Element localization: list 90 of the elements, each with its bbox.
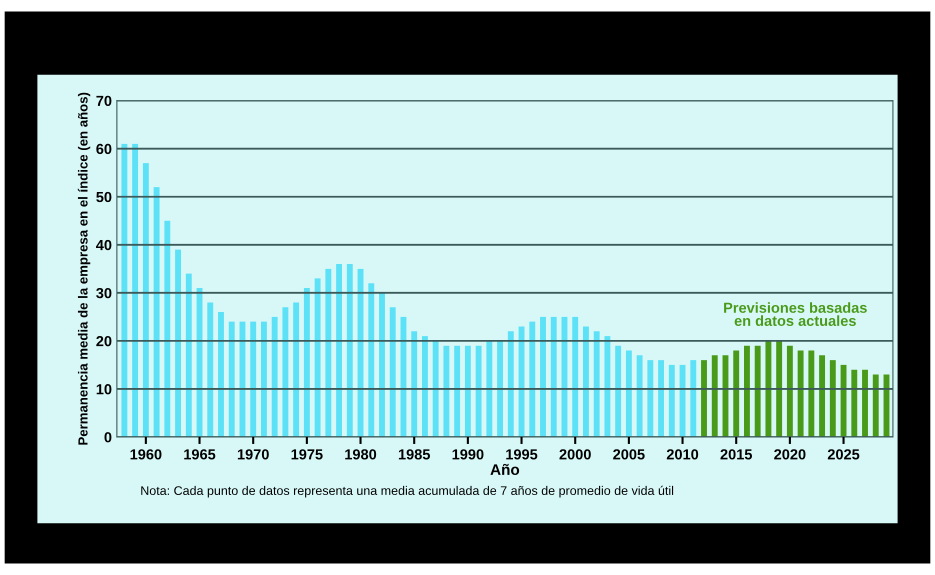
y-axis-title: Permanencia media de la empresa en el índice (en años) (78, 92, 90, 445)
y-tick-label: 10 (96, 384, 112, 394)
bar (647, 360, 654, 437)
y-tick-label: 70 (96, 96, 112, 106)
bar (615, 346, 622, 437)
x-tick-label: 2020 (774, 449, 806, 460)
bar (325, 268, 332, 437)
bar (196, 288, 202, 437)
bar (164, 220, 170, 437)
bar (250, 322, 256, 437)
bar (722, 355, 728, 437)
bar (186, 274, 192, 437)
x-tick-label: 2010 (666, 449, 698, 460)
bar (808, 350, 814, 437)
x-tick-label: 1980 (345, 449, 376, 460)
bar (121, 144, 128, 437)
bar (786, 346, 793, 437)
bar (464, 346, 471, 437)
bar (454, 346, 460, 437)
bar (293, 302, 300, 437)
y-tick-label: 20 (96, 336, 112, 346)
bar (508, 331, 514, 437)
bar (346, 264, 353, 437)
bar (798, 350, 804, 437)
bar (476, 346, 482, 437)
bar (272, 316, 278, 437)
bar (712, 355, 718, 437)
bar (422, 336, 428, 437)
bar (336, 264, 342, 437)
bar (604, 336, 610, 437)
bar (304, 288, 310, 437)
y-tick-label: 60 (96, 144, 112, 154)
bar (260, 322, 267, 437)
bar (314, 278, 321, 437)
bar (379, 292, 385, 437)
bar (175, 250, 182, 437)
bar (701, 360, 707, 437)
bar (540, 316, 546, 437)
bar (862, 370, 868, 437)
bar (636, 355, 643, 437)
bar (680, 364, 686, 437)
bar (562, 316, 568, 437)
y-tick-label: 0 (104, 432, 112, 442)
x-tick-label: 2005 (613, 449, 645, 460)
y-tick-label: 30 (96, 288, 112, 298)
y-tick-label: 40 (96, 240, 112, 250)
bar (765, 340, 772, 437)
x-tick-label: 1965 (184, 449, 216, 460)
bar (400, 316, 406, 437)
bar (830, 360, 836, 437)
bar (497, 340, 504, 437)
x-tick-label: 1985 (398, 449, 430, 460)
bar (744, 346, 750, 437)
x-tick-label: 2000 (559, 449, 591, 460)
bar (884, 374, 890, 437)
bar (240, 322, 246, 437)
bar (411, 331, 418, 437)
bar (132, 144, 138, 437)
bar (486, 340, 492, 437)
bar (142, 163, 149, 437)
bar (776, 340, 782, 437)
bar (754, 346, 761, 437)
bar (626, 350, 632, 437)
bar (432, 340, 439, 437)
series-label: Previsiones basadas en datos actuales (724, 302, 867, 326)
bar (358, 268, 364, 437)
x-tick-label: 1960 (130, 449, 162, 460)
bar (207, 302, 214, 437)
x-tick-label: 1975 (292, 449, 323, 460)
y-tick-label: 50 (96, 192, 112, 202)
x-tick-label: 1995 (506, 449, 538, 460)
bar (518, 326, 524, 437)
bar (733, 350, 740, 437)
bar (690, 360, 696, 437)
x-tick-label: 1970 (238, 449, 269, 460)
bar (154, 187, 160, 437)
bar (218, 312, 224, 437)
x-tick-label: 2015 (720, 449, 752, 460)
bar (840, 364, 846, 437)
text: Nota: Cada punto de datos representa una media acumulada de 7 años de promedio de vida útil (141, 486, 674, 498)
bar (443, 346, 450, 437)
bar (668, 364, 675, 437)
bar (658, 360, 664, 437)
bar (594, 331, 600, 437)
bar (282, 307, 288, 437)
x-tick-label: 1990 (452, 449, 484, 460)
bar (819, 355, 826, 437)
x-tick-label: 2025 (828, 449, 860, 460)
bar (582, 326, 589, 437)
x-axis-title: Año (490, 464, 520, 476)
